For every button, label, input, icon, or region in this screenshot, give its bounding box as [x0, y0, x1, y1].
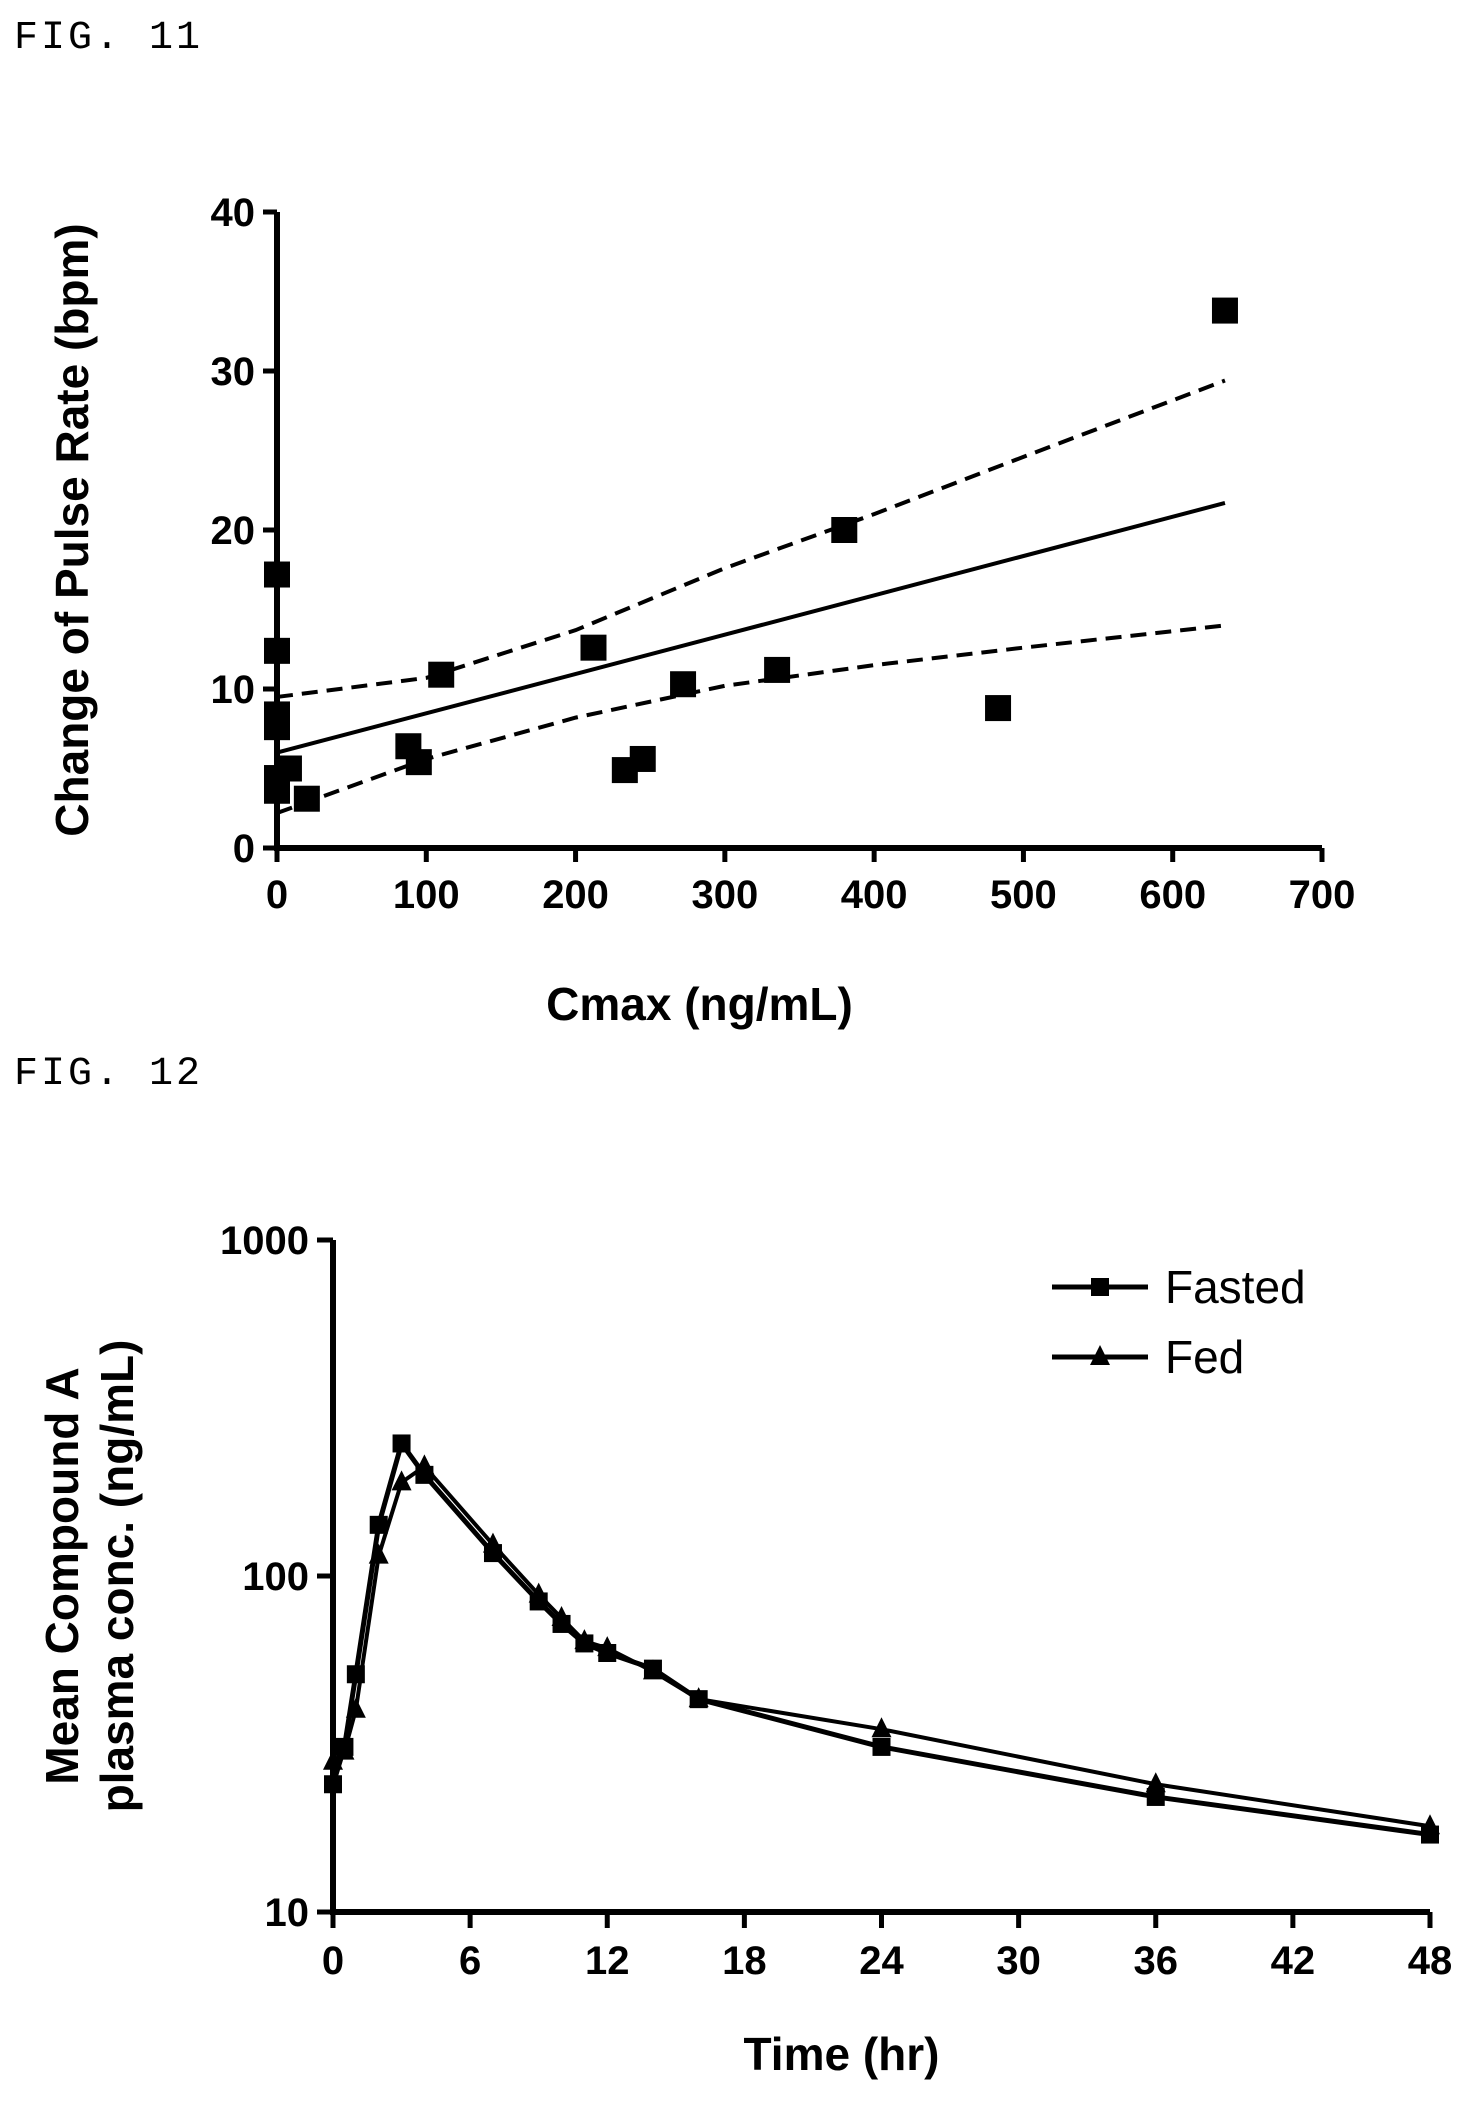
x-tick-label: 300	[691, 873, 758, 917]
data-point-square	[264, 561, 290, 588]
series-line-fed	[331, 1464, 1431, 1829]
legend-marker-fed	[1090, 1345, 1110, 1365]
plasma-concentration-line-chart: 10 100 1000 0 6 12 18 24 30 36 42 48 Time (hr) Mean C…	[36, 1219, 1452, 2080]
data-point-square	[293, 785, 320, 812]
data-point-square	[264, 777, 290, 804]
y-tick-label: 30	[211, 350, 256, 394]
x-tick-label: 500	[990, 873, 1057, 917]
data-point-square	[264, 637, 290, 664]
data-point-square	[275, 755, 302, 782]
data-point-fed	[1420, 1814, 1440, 1835]
y-axis-title-line-2: plasma conc. (ng/mL)	[91, 1340, 143, 1813]
x-tick-label: 18	[722, 1939, 767, 1983]
data-point-square	[405, 749, 432, 776]
data-point-fed	[482, 1532, 503, 1553]
x-tick-label: 42	[1271, 1939, 1316, 1983]
data-point-square	[764, 656, 791, 683]
data-point-square	[670, 671, 697, 698]
x-tick-label: 24	[859, 1939, 904, 1983]
legend-label-fed: Fed	[1165, 1331, 1244, 1383]
data-point-square	[629, 745, 656, 772]
data-point-fasted	[324, 1775, 342, 1794]
data-point-fed	[871, 1717, 892, 1738]
data-point-square	[264, 714, 290, 741]
x-tick-label: 48	[1408, 1939, 1453, 1983]
legend-marker-fasted	[1091, 1278, 1109, 1296]
data-point-fed	[597, 1636, 618, 1657]
y-tick-label: 10	[211, 668, 256, 712]
data-point-square	[1211, 297, 1238, 324]
regression-line	[276, 501, 1226, 755]
lower-confidence-band	[276, 623, 1226, 815]
data-point-fed	[642, 1659, 663, 1680]
y-tick-label: 1000	[220, 1219, 309, 1263]
data-point-fed	[368, 1543, 389, 1564]
upper-confidence-band	[276, 378, 1226, 699]
data-point-fed	[1145, 1772, 1166, 1793]
x-tick-label: 36	[1134, 1939, 1179, 1983]
y-tick-label: 20	[211, 509, 256, 553]
figure-12-label: FIG. 12	[14, 1052, 204, 1097]
data-point-fed	[334, 1739, 355, 1760]
x-tick-label: 30	[996, 1939, 1041, 1983]
x-tick-label: 200	[542, 873, 609, 917]
data-point-fasted	[392, 1434, 411, 1453]
data-point-square	[580, 634, 607, 661]
x-tick-label: 12	[585, 1939, 630, 1983]
y-tick-label: 0	[233, 827, 255, 871]
data-point-fed	[391, 1470, 412, 1491]
data-point-fed	[414, 1454, 435, 1475]
legend-label-fasted: Fasted	[1165, 1261, 1306, 1313]
data-point-fed	[323, 1749, 343, 1770]
x-axis-title: Time (hr)	[744, 2028, 940, 2080]
data-point-fasted	[369, 1515, 388, 1534]
x-tick-label: 0	[266, 873, 288, 917]
data-point-fed	[574, 1629, 595, 1650]
data-point-fed	[551, 1605, 572, 1626]
y-axis-title: Change of Pulse Rate (bpm)	[46, 223, 98, 836]
y-tick-label: 100	[242, 1555, 309, 1599]
data-point-square	[985, 695, 1012, 722]
data-point-fasted	[1146, 1787, 1165, 1806]
y-tick-label: 40	[211, 191, 256, 235]
figure-11-label: FIG. 11	[14, 16, 204, 61]
x-axis-title: Cmax (ng/mL)	[546, 978, 853, 1030]
data-point-fed	[688, 1687, 709, 1708]
x-tick-label: 100	[393, 873, 460, 917]
data-point-fed	[528, 1582, 549, 1603]
y-axis-title-line-1: Mean Compound A	[36, 1367, 88, 1784]
x-tick-label: 400	[841, 873, 908, 917]
data-point-fed	[345, 1697, 366, 1718]
data-point-square	[428, 661, 455, 688]
x-tick-label: 6	[459, 1939, 481, 1983]
x-tick-label: 600	[1139, 873, 1206, 917]
data-point-fasted	[872, 1737, 891, 1756]
x-tick-label: 700	[1289, 873, 1356, 917]
x-tick-label: 0	[322, 1939, 344, 1983]
series-line-fasted	[330, 1440, 1431, 1838]
y-tick-label: 10	[265, 1891, 310, 1935]
data-point-square	[831, 517, 858, 543]
